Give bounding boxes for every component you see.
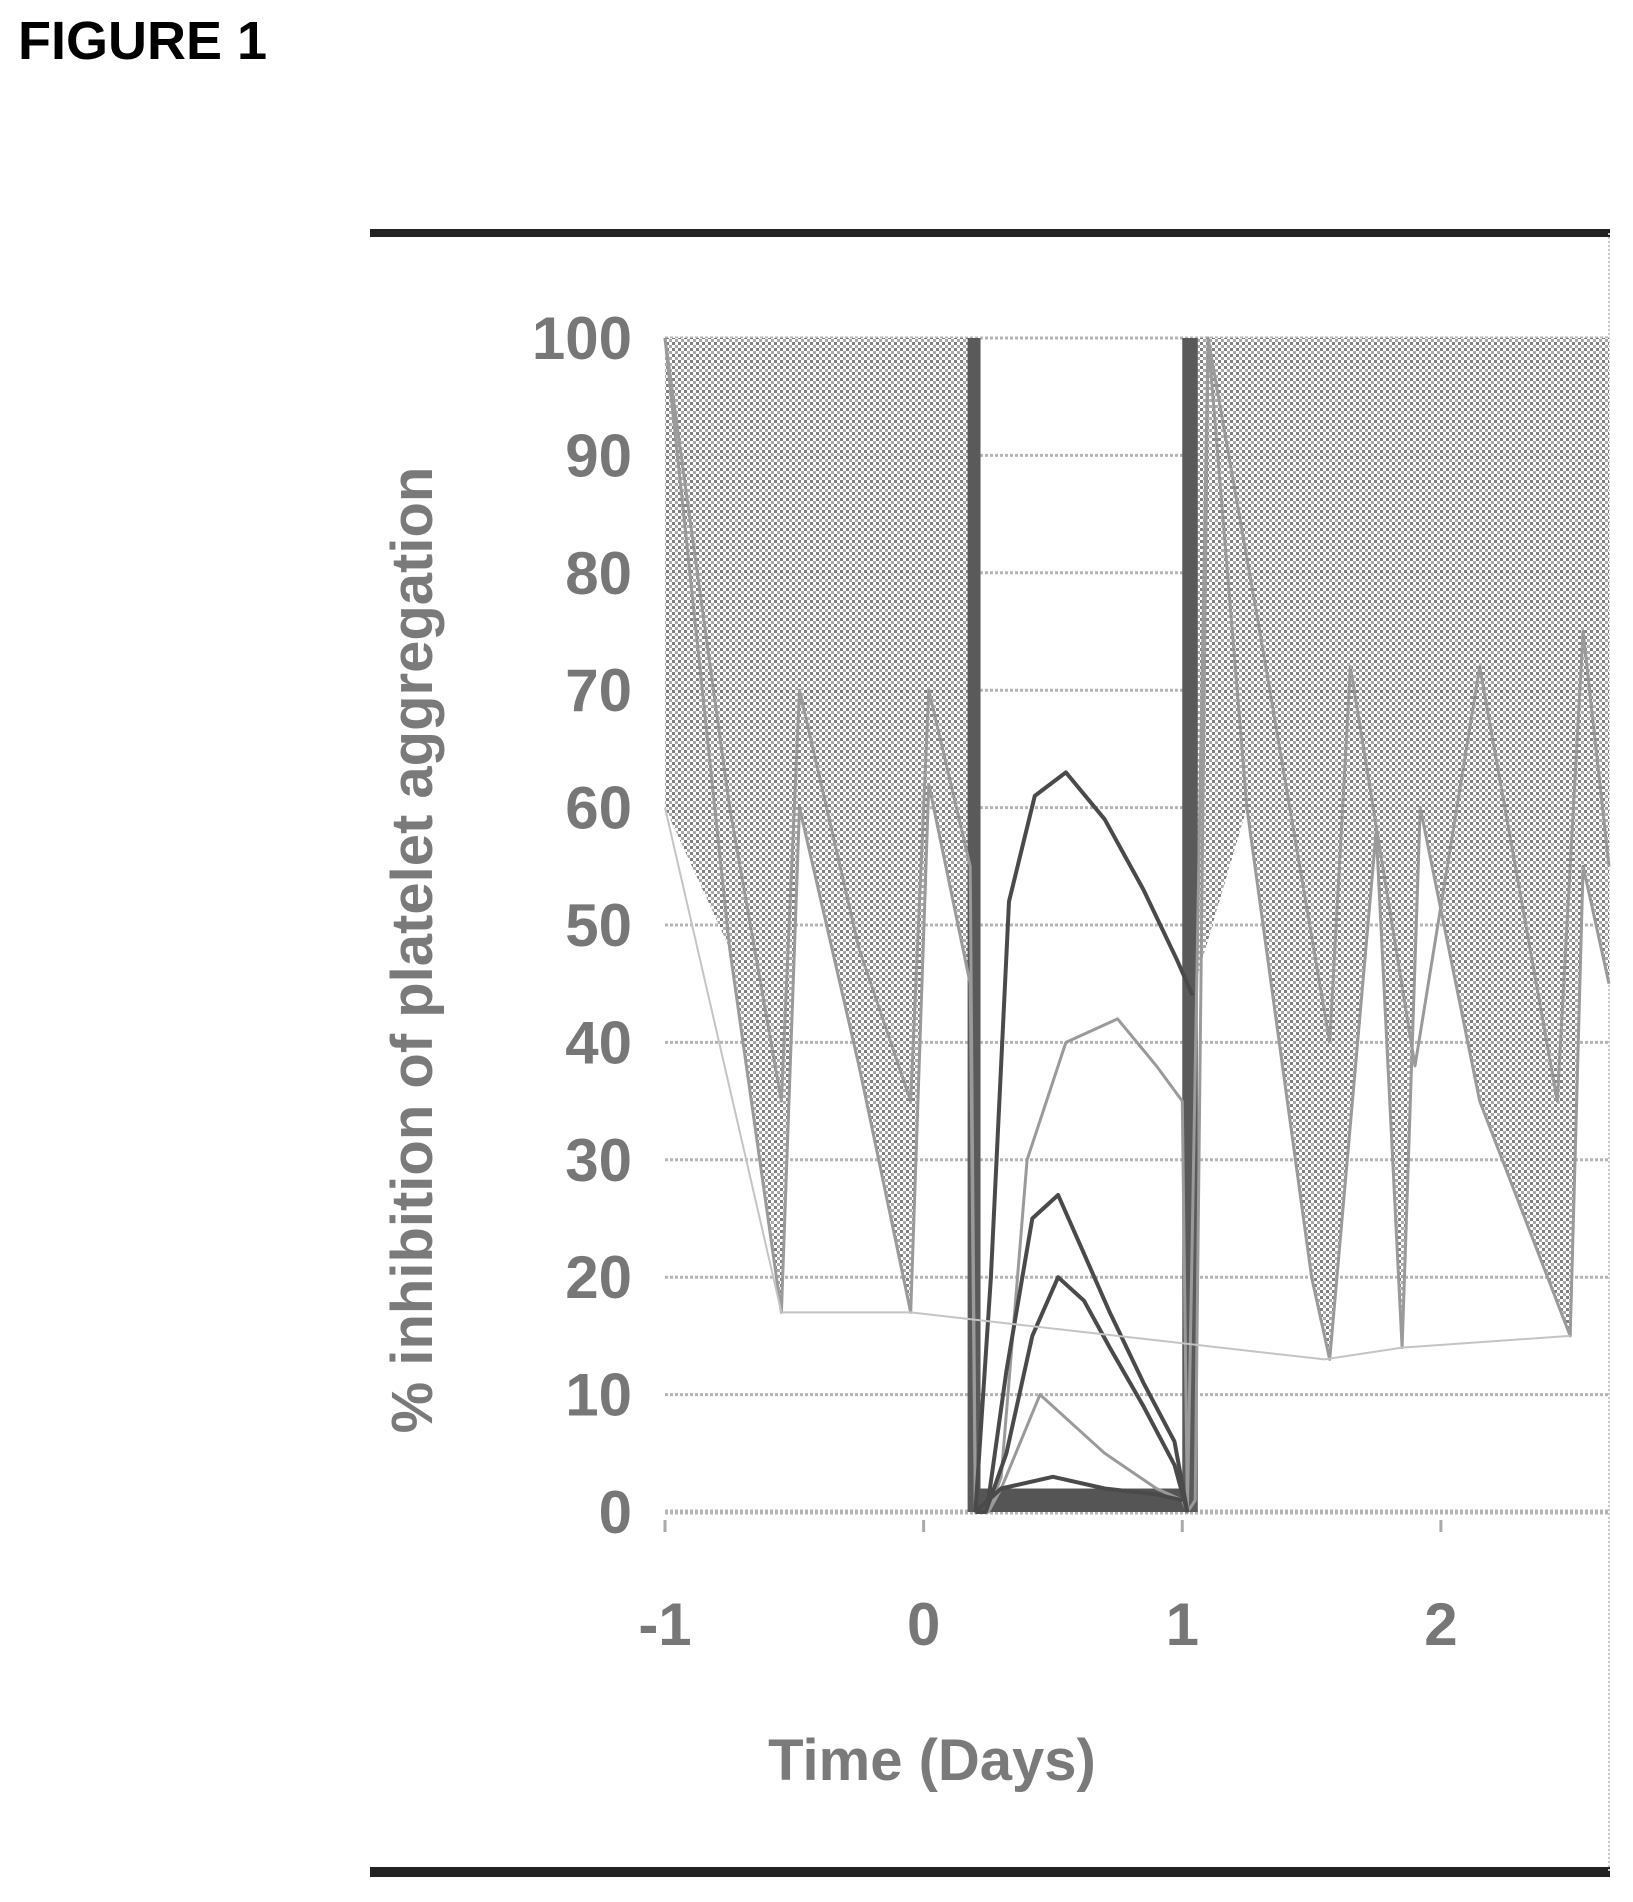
figure-label: FIGURE 1 <box>18 11 268 71</box>
y-axis-title: % inhibition of platelet aggregation <box>380 467 445 1434</box>
y-tick-label-70: 70 <box>565 657 632 724</box>
y-tick-label-60: 60 <box>565 775 632 842</box>
y-tick-labels: 0 10 20 30 40 50 60 70 80 90 100 <box>532 305 632 1546</box>
y-tick-label-20: 20 <box>565 1244 632 1311</box>
y-tick-label-80: 80 <box>565 540 632 607</box>
series-line-4 <box>975 1275 1190 1514</box>
series-line-6 <box>974 1474 1183 1514</box>
x-axis-title: Time (Days) <box>768 1728 1096 1793</box>
series-layer <box>663 336 1611 1514</box>
series-line-1 <box>663 336 1611 1514</box>
series-line-5 <box>973 770 1195 1513</box>
x-tick-label-0: 0 <box>907 1591 940 1658</box>
y-tick-label-100: 100 <box>532 305 632 372</box>
y-tick-label-40: 40 <box>565 1009 632 1076</box>
x-tick-labels: -1 0 1 2 <box>638 1520 1458 1658</box>
x-tick-label-1: 1 <box>1166 1591 1199 1658</box>
dense-band-before-day0 <box>665 338 971 1313</box>
lower-envelope-line <box>664 807 1571 1361</box>
y-tick-label-30: 30 <box>565 1127 632 1194</box>
y-tick-label-10: 10 <box>565 1362 632 1429</box>
y-tick-label-50: 50 <box>565 892 632 959</box>
series-line-2 <box>663 336 1611 1514</box>
x-tick-label-2: 2 <box>1424 1591 1457 1658</box>
y-tick-label-0: 0 <box>599 1479 632 1546</box>
baseline-cluster <box>975 1488 1188 1512</box>
y-tick-label-90: 90 <box>565 422 632 489</box>
series-line-3 <box>974 1193 1190 1514</box>
x-tick-label--1: -1 <box>638 1591 691 1658</box>
drop-edge-day0 <box>967 338 981 1512</box>
dense-band-after-day1 <box>1190 338 1609 1360</box>
